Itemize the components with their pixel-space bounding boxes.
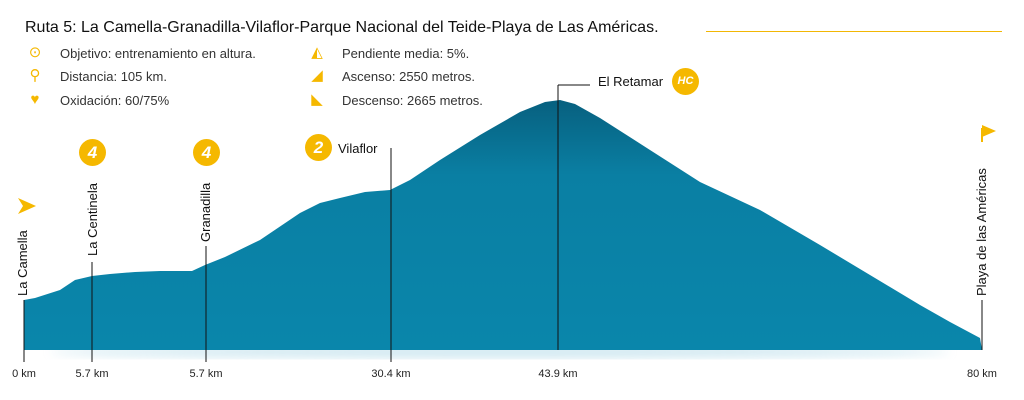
label-la-centinela: La Centinela	[85, 183, 100, 256]
slope-icon: ◭	[311, 44, 323, 61]
elevation-area	[24, 100, 982, 350]
info-text: Ascenso: 2550 metros.	[342, 68, 475, 84]
map-pin-icon: ⚲	[29, 67, 41, 84]
info-text: Descenso: 2665 metros.	[342, 92, 483, 108]
km-label: 0 km	[12, 368, 36, 380]
flag-start-icon	[18, 198, 36, 214]
ascent-icon: ◢	[311, 67, 323, 84]
info-text: Pendiente media: 5%.	[342, 45, 470, 61]
category-badge: HC	[672, 68, 699, 95]
km-label: 43.9 km	[538, 368, 578, 380]
label-playa-americas: Playa de las Américas	[974, 168, 989, 296]
title-divider	[706, 31, 1002, 32]
category-badge: 2	[305, 134, 332, 161]
category-badge: 4	[193, 139, 220, 166]
label-el-retamar: El Retamar	[598, 74, 664, 89]
km-label: 80 km	[967, 368, 997, 380]
target-icon: ⊙	[28, 44, 42, 61]
label-la-camella: La Camella	[15, 230, 30, 296]
flag-finish-icon	[982, 125, 996, 137]
label-granadilla: Granadilla	[198, 182, 213, 242]
info-oxidation: ♥ Oxidación: 60/75%	[25, 91, 170, 108]
info-descent: ◣ Descenso: 2665 metros.	[307, 92, 483, 108]
category-badge: 4	[79, 139, 106, 166]
info-text: Distancia: 105 km.	[60, 68, 167, 84]
label-vilaflor: Vilaflor	[338, 141, 378, 156]
info-text: Oxidación: 60/75%	[60, 92, 170, 108]
info-ascent: ◢ Ascenso: 2550 metros.	[307, 68, 475, 84]
info-objective: ⊙ Objetivo: entrenamiento en altura.	[25, 45, 256, 61]
page-title: Ruta 5: La Camella-Granadilla-Vilaflor-P…	[25, 19, 659, 36]
info-distance: ⚲ Distancia: 105 km.	[25, 68, 167, 84]
heart-icon: ♥	[30, 91, 40, 108]
descent-icon: ◣	[311, 91, 323, 108]
km-label: 30.4 km	[371, 368, 411, 380]
km-label: 5.7 km	[189, 368, 223, 380]
km-label: 5.7 km	[75, 368, 109, 380]
info-slope: ◭ Pendiente media: 5%.	[307, 45, 469, 61]
info-text: Objetivo: entrenamiento en altura.	[60, 45, 256, 61]
